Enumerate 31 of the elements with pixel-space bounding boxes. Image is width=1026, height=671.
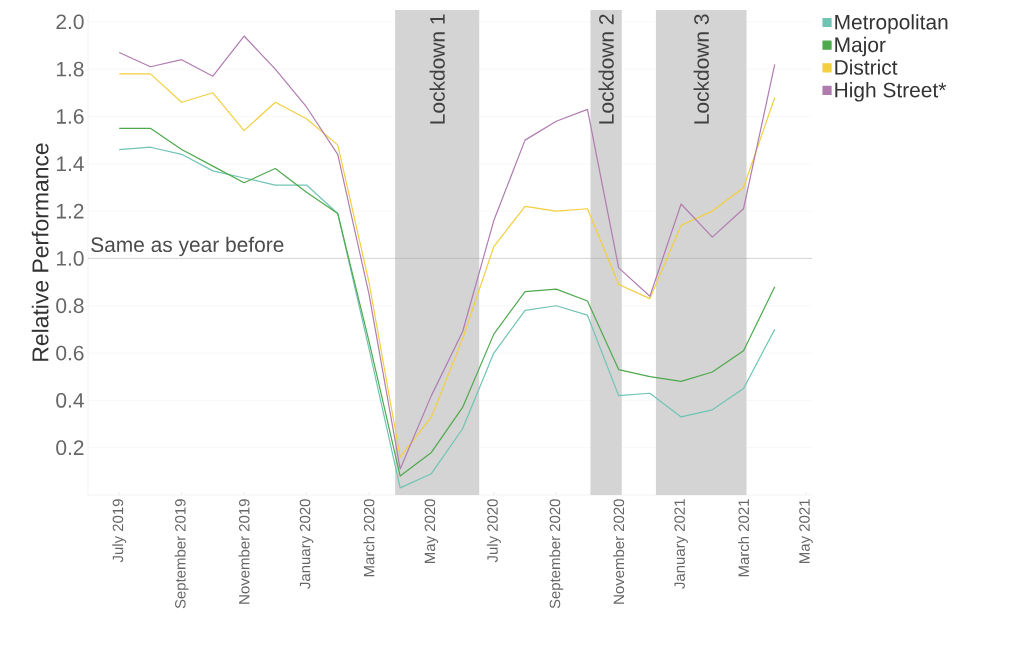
y-axis-title: Relative Performance: [31, 143, 49, 361]
x-tick-label: November 2020: [613, 499, 625, 604]
y-tick-label: 0.8: [56, 298, 84, 314]
x-tick-label: March 2020: [363, 499, 375, 577]
x-tick-label: May 2021: [799, 499, 813, 563]
y-tick-label: 1.4: [56, 156, 84, 171]
x-tick-label: July 2020: [486, 499, 501, 563]
ref-line-label: Same as year before: [91, 236, 284, 257]
y-tick-label: 0.2: [56, 440, 84, 456]
legend-label: High Street*: [835, 82, 947, 102]
y-tick-label: 2.0: [56, 14, 84, 30]
x-tick-label: March 2021: [738, 499, 750, 577]
legend-label: Major: [835, 36, 886, 57]
y-tick-label: 1.0: [56, 251, 84, 266]
x-tick-label: September 2020: [549, 499, 564, 609]
x-tick-label: September 2019: [174, 499, 189, 609]
y-tick-label: 0.6: [56, 345, 84, 361]
y-tick-label: 0.4: [56, 392, 84, 408]
band-label: Lockdown 1: [429, 14, 445, 124]
band-label: Lockdown 2: [598, 14, 614, 124]
x-tick-label: November 2019: [238, 499, 250, 604]
x-tick-label: January 2021: [674, 499, 688, 589]
x-tick-label: May 2020: [424, 499, 439, 563]
legend-label: Metropolitan: [835, 14, 948, 34]
y-tick-label: 1.6: [56, 109, 84, 124]
y-tick-label: 1.8: [56, 61, 84, 77]
x-tick-label: July 2019: [112, 499, 127, 563]
y-tick-label: 1.2: [56, 203, 84, 219]
band-label: Lockdown 3: [693, 14, 709, 124]
legend-label: District: [835, 59, 898, 75]
x-tick-label: January 2020: [299, 499, 314, 589]
